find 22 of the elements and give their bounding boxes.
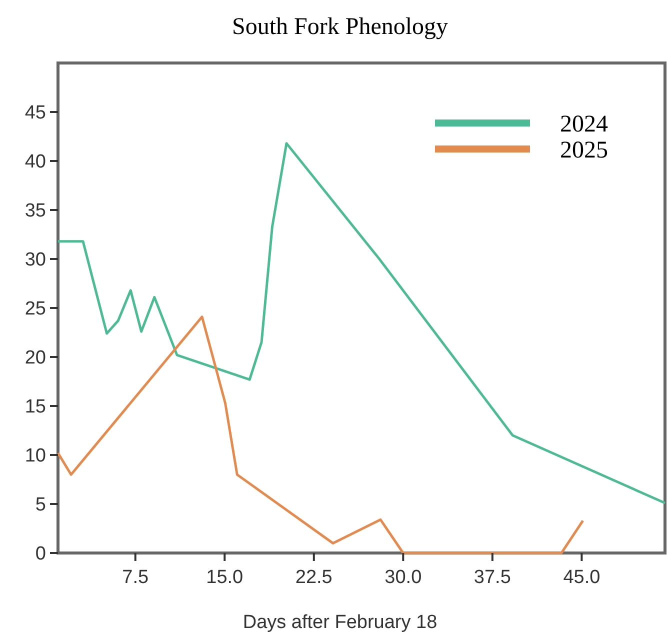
- x-tick-label: 45.0: [563, 567, 600, 588]
- x-tick-label: 22.5: [295, 567, 332, 588]
- line-series: [56, 316, 584, 554]
- x-tick-label: 37.5: [474, 567, 511, 588]
- y-tick-label: 20: [24, 348, 46, 369]
- x-tick-label: 7.5: [122, 567, 149, 588]
- y-tick-label: 0: [35, 544, 46, 565]
- y-tick-label: 45: [24, 102, 46, 124]
- line-series: [56, 142, 666, 504]
- legend-label: 2025: [560, 137, 608, 164]
- y-tick-label: 35: [24, 200, 46, 222]
- x-tick-label: 30.0: [384, 567, 422, 588]
- y-tick-label: 40: [24, 152, 46, 173]
- y-tick-label: 15: [24, 396, 46, 418]
- y-tick-label: 25: [24, 298, 46, 320]
- y-tick-label: 30: [24, 250, 46, 271]
- y-tick-label: 10: [24, 446, 46, 467]
- chart-title: South Fork Phenology: [232, 14, 448, 40]
- x-tick-label: 15.0: [206, 567, 244, 588]
- y-tick-label: 5: [35, 494, 46, 516]
- x-axis-title: Days after February 18: [242, 612, 438, 633]
- legend-label: 2024: [560, 111, 608, 138]
